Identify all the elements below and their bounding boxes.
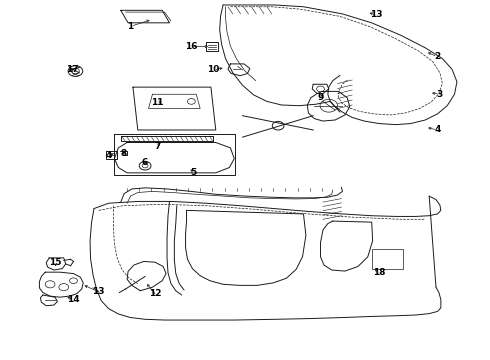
Text: 13: 13 — [370, 10, 383, 19]
Text: 11: 11 — [151, 98, 164, 107]
Text: 9: 9 — [318, 93, 324, 102]
Text: 10: 10 — [207, 66, 220, 75]
Text: 13: 13 — [92, 287, 104, 296]
Text: 18: 18 — [373, 268, 385, 277]
Text: 8: 8 — [120, 149, 126, 158]
Text: 12: 12 — [148, 289, 161, 298]
Text: 6: 6 — [142, 158, 148, 167]
Text: 1: 1 — [127, 22, 134, 31]
Text: 16: 16 — [185, 41, 197, 50]
Text: 14: 14 — [67, 295, 80, 304]
Text: 7: 7 — [154, 141, 161, 150]
Text: 17: 17 — [66, 66, 78, 75]
Text: 5: 5 — [191, 168, 197, 177]
Text: 15: 15 — [49, 258, 61, 267]
Bar — [372, 249, 403, 269]
Text: 4: 4 — [105, 151, 112, 160]
Text: 2: 2 — [434, 52, 441, 61]
Text: 3: 3 — [437, 90, 443, 99]
Text: 4: 4 — [434, 126, 441, 135]
